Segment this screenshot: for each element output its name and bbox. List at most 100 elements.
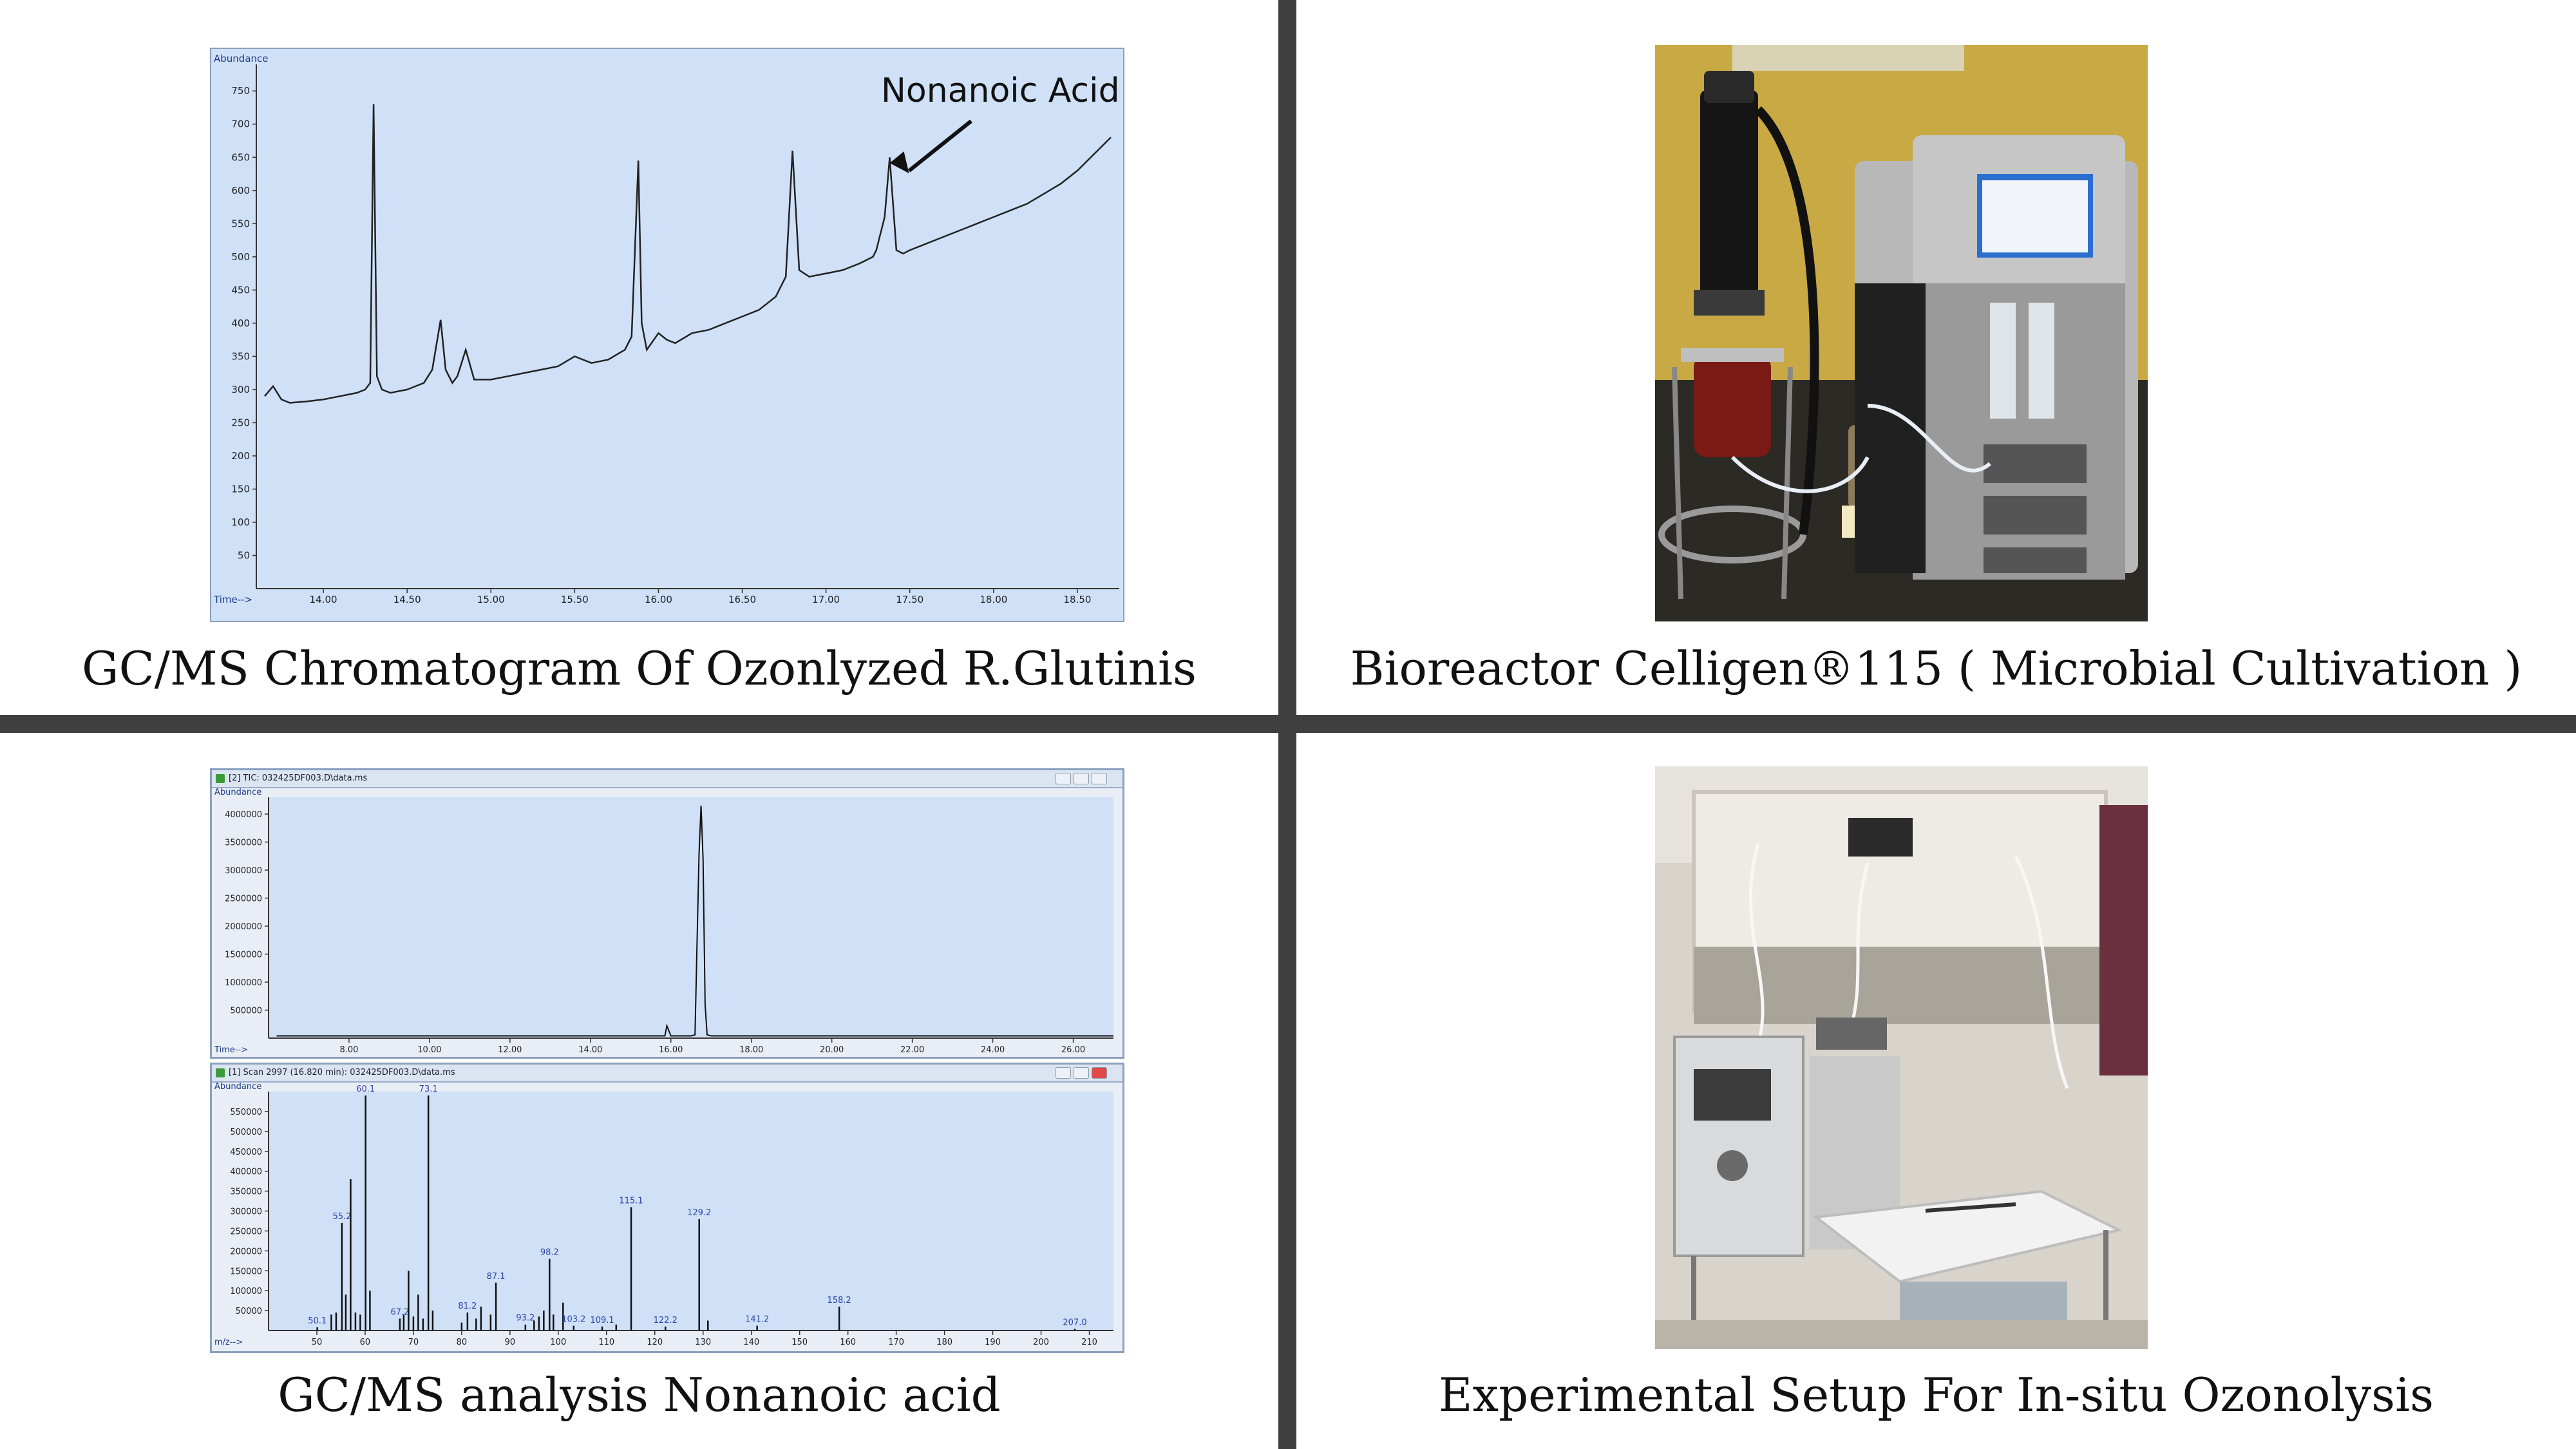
x-tick-label: 18.00 (980, 594, 1007, 605)
peak-label: 115.1 (619, 1196, 643, 1206)
x-tick-label: 15.00 (477, 594, 505, 605)
peak-label: 73.1 (419, 1084, 438, 1094)
y-tick-label: 550 (231, 218, 250, 229)
y-tick-label: 4000000 (225, 810, 262, 820)
x-tick-label: 14.00 (310, 594, 337, 605)
x-tick-label: 70 (408, 1338, 419, 1347)
peak-label: 207.0 (1063, 1318, 1086, 1328)
setup-illustration (1655, 766, 2148, 1349)
annotation-label: Nonanoic Acid (881, 71, 1120, 110)
peak-label: 87.1 (487, 1272, 506, 1282)
scan-window-title: [1] Scan 2997 (16.820 min): 032425DF003.… (229, 1068, 455, 1077)
window-app-icon (216, 1068, 225, 1077)
plot-area (269, 797, 1113, 1038)
x-tick-label: 160 (840, 1338, 856, 1347)
x-tick-label: 50 (312, 1338, 323, 1347)
x-tick-label: 10.00 (417, 1045, 441, 1054)
x-tick-label: 18.50 (1063, 594, 1091, 605)
y-tick-label: 750 (231, 85, 250, 97)
peak-label: 67.2 (390, 1307, 409, 1317)
y-tick-label: 250 (231, 417, 250, 428)
x-tick-label: 100 (550, 1338, 566, 1347)
peak-label: 141.2 (745, 1315, 769, 1325)
annotation-arrow (907, 119, 972, 173)
x-tick-label: 17.00 (812, 594, 840, 605)
y-tick-label: 50 (238, 549, 250, 561)
close-button[interactable] (1092, 1067, 1107, 1079)
bioreactor-photo (1655, 45, 2148, 621)
x-tick-label: 120 (647, 1338, 663, 1347)
peak-label: 55.2 (332, 1212, 351, 1222)
y-axis-label: Abundance (214, 788, 261, 797)
close-button[interactable] (1092, 773, 1107, 784)
window-app-icon (216, 774, 225, 783)
x-tick-label: 14.00 (578, 1045, 602, 1054)
y-tick-label: 500000 (230, 1128, 262, 1137)
caption-top-left: GC/MS Chromatogram Of Ozonlyzed R.Glutin… (82, 641, 1197, 696)
horizontal-divider (0, 715, 2576, 733)
x-tick-label: 8.00 (339, 1045, 358, 1054)
caption-top-right: Bioreactor Celligen®115 ( Microbial Cult… (1350, 641, 2523, 696)
y-axis-label: Abundance (214, 1083, 261, 1092)
y-tick-label: 600 (231, 185, 250, 196)
y-tick-label: 1000000 (225, 978, 262, 988)
y-tick-label: 100 (231, 516, 250, 528)
y-tick-label: 500000 (230, 1007, 262, 1016)
chromatogram-panel: 50 100 150 200 250 300 350 400 450 500 550 600 650 70… (210, 48, 1124, 622)
y-tick-label: 200000 (230, 1247, 262, 1256)
y-tick-label: 3500000 (225, 838, 262, 848)
y-tick-label: 450 (231, 284, 250, 296)
x-tick-label: 190 (985, 1338, 1001, 1347)
bioreactor-illustration (1655, 45, 2148, 621)
peak-label: 81.2 (458, 1302, 477, 1311)
minimize-button[interactable] (1056, 773, 1071, 784)
peak-label: 103.2 (562, 1315, 585, 1325)
y-axis-label: Abundance (214, 53, 269, 64)
x-tick-label: 80 (457, 1338, 468, 1347)
x-tick-label: 16.00 (659, 1045, 683, 1054)
y-tick-label: 3000000 (225, 866, 262, 876)
x-tick-label: 12.00 (498, 1045, 522, 1054)
x-tick-label: 180 (936, 1338, 952, 1347)
x-tick-label: 18.00 (739, 1045, 763, 1054)
y-tick-label: 400 (231, 317, 250, 329)
mass-spectrum-chart: 50000 100000 150000 200000 250000 300000 35000… (214, 1083, 1113, 1347)
x-tick-label: 110 (598, 1338, 614, 1347)
peak-label: 98.2 (540, 1248, 559, 1258)
y-tick-label: 350 (231, 350, 250, 362)
x-axis-label: Time--> (214, 1045, 248, 1054)
y-tick-label: 350000 (230, 1188, 262, 1197)
x-tick-label: 22.00 (900, 1045, 924, 1054)
y-tick-label: 1500000 (225, 951, 262, 960)
y-tick-label: 450000 (230, 1148, 262, 1157)
x-tick-label: 140 (743, 1338, 759, 1347)
tic-window: [2] TIC: 032425DF003.D\data.ms 500000 100… (210, 768, 1124, 1059)
peak-label: 129.2 (687, 1208, 711, 1218)
x-tick-label: 15.50 (561, 594, 589, 605)
caption-bottom-left: GC/MS analysis Nonanoic acid (278, 1368, 1001, 1422)
x-tick-label: 60 (360, 1338, 371, 1347)
x-tick-label: 16.50 (728, 594, 756, 605)
y-tick-label: 2000000 (225, 922, 262, 932)
x-tick-label: 24.00 (981, 1045, 1005, 1054)
x-tick-label: 16.00 (645, 594, 672, 605)
peak-label: 122.2 (654, 1316, 677, 1325)
y-tick-label: 300000 (230, 1208, 262, 1217)
peak-label: 50.1 (308, 1316, 327, 1326)
y-tick-label: 150 (231, 483, 250, 495)
maximize-button[interactable] (1074, 1067, 1089, 1079)
peak-label: 60.1 (356, 1084, 375, 1094)
x-tick-label: 150 (791, 1338, 808, 1347)
x-tick-label: 210 (1081, 1338, 1097, 1347)
y-tick-label: 300 (231, 384, 250, 395)
maximize-button[interactable] (1074, 773, 1089, 784)
ozonolysis-setup-photo (1655, 766, 2148, 1349)
x-tick-label: 17.50 (896, 594, 923, 605)
minimize-button[interactable] (1056, 1067, 1071, 1079)
scan-window: [1] Scan 2997 (16.820 min): 032425DF003.… (210, 1063, 1124, 1353)
y-tick-label: 400000 (230, 1168, 262, 1177)
tic-trace (276, 805, 1113, 1037)
tic-window-titlebar: [2] TIC: 032425DF003.D\data.ms (212, 770, 1122, 788)
y-tick-label: 650 (231, 151, 250, 163)
x-tick-label: 26.00 (1061, 1045, 1085, 1054)
